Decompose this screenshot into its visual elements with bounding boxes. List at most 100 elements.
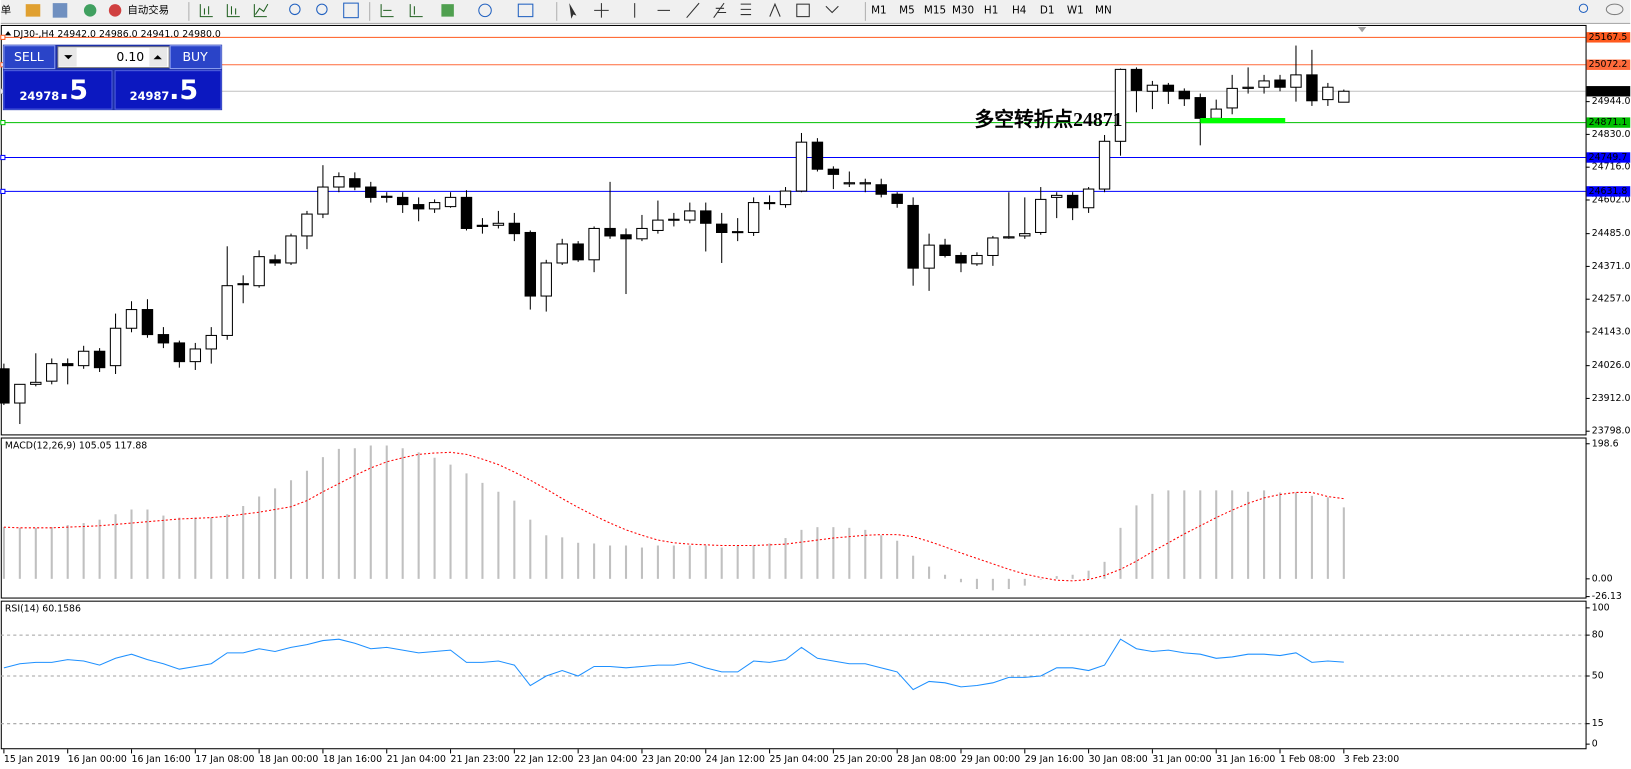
candle-body bbox=[763, 202, 776, 205]
y-tick-label: 24485.0 bbox=[1592, 228, 1631, 239]
bid-box[interactable] bbox=[3, 70, 113, 110]
icon[interactable] bbox=[199, 4, 213, 18]
candle-body bbox=[811, 141, 824, 170]
candle-body bbox=[891, 193, 903, 204]
candle-body bbox=[971, 254, 983, 265]
candle-body bbox=[189, 348, 202, 363]
icon[interactable] bbox=[52, 3, 68, 18]
icon[interactable] bbox=[740, 3, 752, 16]
timeframe-button[interactable]: W1 bbox=[1067, 4, 1084, 16]
buy-label[interactable]: BUY bbox=[182, 49, 208, 64]
candle-body bbox=[14, 383, 26, 404]
candle-body bbox=[349, 178, 361, 188]
icon[interactable] bbox=[253, 3, 269, 18]
icon[interactable] bbox=[686, 2, 700, 19]
icon[interactable] bbox=[25, 4, 41, 17]
indicator-title: RSI(14) 60.1586 bbox=[5, 603, 81, 614]
toolbar-icons bbox=[25, 2, 1624, 21]
toolbar bbox=[0, 0, 1631, 23]
x-tick-label: 18 Jan 16:00 bbox=[323, 754, 382, 765]
price-level-label: 24871.1 bbox=[1589, 117, 1628, 128]
icon[interactable] bbox=[825, 5, 839, 14]
candle-body bbox=[1082, 188, 1095, 209]
icon[interactable] bbox=[343, 2, 359, 19]
candle-body bbox=[1019, 233, 1031, 237]
x-tick-label: 25 Jan 20:00 bbox=[833, 754, 892, 765]
timeframe-button[interactable]: D1 bbox=[1040, 4, 1055, 16]
candle-body bbox=[939, 244, 951, 257]
icon[interactable] bbox=[226, 4, 240, 18]
candle-body bbox=[365, 186, 377, 198]
icon[interactable] bbox=[83, 4, 97, 17]
x-tick-label: 24 Jan 12:00 bbox=[706, 754, 765, 765]
icon[interactable] bbox=[594, 3, 609, 18]
timeframe-button[interactable]: H1 bbox=[984, 4, 998, 16]
menu-fragment[interactable]: 单 bbox=[1, 4, 11, 16]
candle-body bbox=[827, 168, 840, 175]
candle-body bbox=[572, 243, 584, 261]
candle-body bbox=[460, 196, 473, 229]
ask-fraction[interactable]: .5 bbox=[169, 75, 198, 106]
buy-button[interactable] bbox=[169, 45, 222, 70]
candle-body bbox=[1050, 194, 1063, 198]
y-tick-label: 24602.0 bbox=[1592, 194, 1631, 205]
signal-line bbox=[3, 451, 1344, 582]
icon[interactable] bbox=[316, 3, 328, 16]
icon[interactable] bbox=[517, 3, 534, 18]
rsi-line bbox=[3, 638, 1344, 691]
price-level-tag bbox=[1586, 117, 1631, 128]
icon[interactable] bbox=[409, 4, 423, 18]
icon[interactable] bbox=[108, 4, 122, 17]
icon[interactable] bbox=[478, 3, 492, 18]
price-level-label: 24980.0 bbox=[1589, 86, 1628, 97]
annotation: 多空转折点24871 bbox=[974, 108, 1122, 131]
candle-body bbox=[955, 254, 967, 264]
candle-body bbox=[1242, 86, 1254, 89]
rsi-panel bbox=[0, 600, 1587, 750]
icon[interactable] bbox=[569, 3, 577, 19]
auto-trading-button[interactable]: 自动交易 bbox=[128, 3, 170, 16]
bid-price[interactable]: 24978 bbox=[19, 89, 59, 103]
search-icon[interactable] bbox=[1578, 3, 1589, 13]
x-tick-label: 23 Jan 20:00 bbox=[642, 754, 701, 765]
x-tick-label: 22 Jan 12:00 bbox=[514, 754, 573, 765]
price-level-tag bbox=[1586, 186, 1631, 197]
icon[interactable] bbox=[380, 4, 394, 18]
timeframe-button[interactable]: M30 bbox=[952, 4, 974, 16]
sell-label[interactable]: SELL bbox=[14, 49, 44, 64]
arrow-up bbox=[153, 55, 162, 60]
y-tick-label: 24830.0 bbox=[1592, 129, 1631, 140]
x-tick-label: 21 Jan 04:00 bbox=[387, 754, 446, 765]
candle-body bbox=[205, 334, 217, 350]
lot-input[interactable] bbox=[57, 46, 170, 69]
icon[interactable] bbox=[289, 3, 301, 16]
y-tick-label: 24716.0 bbox=[1592, 162, 1631, 173]
candle-body bbox=[125, 309, 138, 329]
price-level-label: 24631.8 bbox=[1589, 186, 1628, 197]
candle-body bbox=[700, 210, 712, 224]
timeframe-button[interactable]: M5 bbox=[899, 4, 915, 16]
lot-value[interactable]: 0.10 bbox=[116, 49, 144, 64]
chat-icon[interactable] bbox=[1605, 3, 1624, 16]
candle-body bbox=[1178, 90, 1191, 100]
sell-button[interactable] bbox=[3, 45, 56, 70]
candle-body bbox=[620, 234, 632, 240]
ask-price[interactable]: 24987 bbox=[130, 89, 170, 103]
timeframe-button[interactable]: MN bbox=[1095, 4, 1112, 16]
candle-body bbox=[1162, 84, 1175, 92]
timeframe-button[interactable]: M15 bbox=[924, 4, 946, 16]
icon[interactable] bbox=[769, 2, 781, 17]
icon[interactable] bbox=[796, 3, 810, 18]
icon[interactable] bbox=[441, 4, 454, 17]
macd-panel bbox=[0, 437, 1587, 599]
timeframe-button[interactable]: H4 bbox=[1012, 4, 1027, 16]
arrow-down bbox=[64, 55, 73, 60]
y-tick-label: 24143.0 bbox=[1592, 326, 1631, 337]
candle-body bbox=[747, 202, 760, 234]
price-level-tag bbox=[1586, 59, 1631, 70]
timeframe-button[interactable]: M1 bbox=[871, 4, 887, 16]
y-tick-label: -26.13 bbox=[1592, 591, 1622, 602]
icon[interactable] bbox=[713, 2, 727, 18]
bid-fraction[interactable]: .5 bbox=[59, 75, 88, 106]
ask-box[interactable] bbox=[114, 70, 222, 110]
